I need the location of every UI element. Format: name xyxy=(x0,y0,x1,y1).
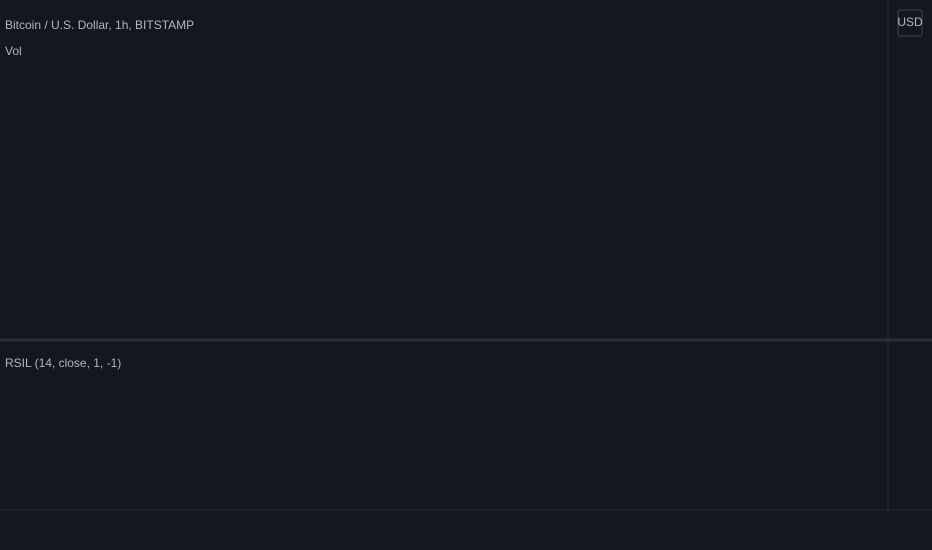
currency-button[interactable] xyxy=(897,9,923,37)
volume-label: Vol xyxy=(5,44,22,58)
symbol-title: Bitcoin / U.S. Dollar, 1h, BITSTAMP xyxy=(5,18,194,32)
rsi-title: RSIL (14, close, 1, -1) xyxy=(5,356,121,370)
currency[interactable]: USD xyxy=(897,15,923,29)
